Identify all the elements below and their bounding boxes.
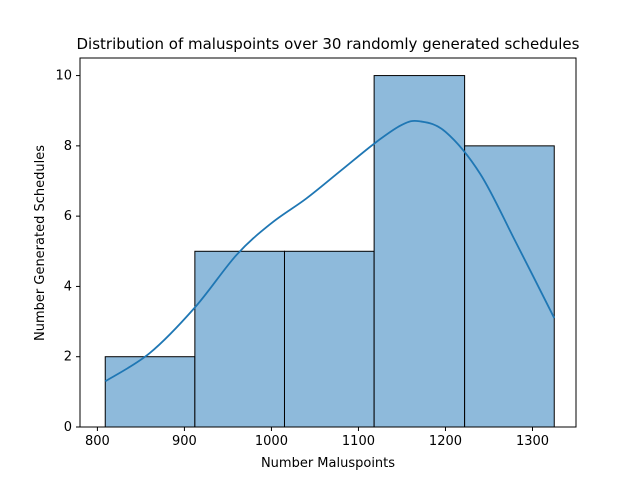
kde-line bbox=[104, 119, 556, 383]
x-tick-label: 1200 bbox=[429, 434, 462, 449]
x-axis-ticks: 800 900 1000 1100 1200 1300 bbox=[85, 427, 549, 449]
y-axis-label: Number Generated Schedules bbox=[33, 145, 48, 341]
x-tick-label: 1300 bbox=[516, 434, 549, 449]
histogram-bar-2 bbox=[194, 250, 285, 428]
histogram-bar-5 bbox=[464, 145, 555, 428]
y-tick-label: 2 bbox=[64, 350, 72, 365]
y-axis-ticks: 0 2 4 6 8 10 bbox=[55, 69, 80, 435]
plot-frame bbox=[79, 57, 577, 428]
y-tick-label: 4 bbox=[64, 279, 72, 294]
histogram-bar-4 bbox=[373, 75, 466, 428]
y-tick-label: 8 bbox=[64, 139, 72, 154]
x-axis-label: Number Maluspoints bbox=[261, 456, 395, 471]
y-tick-label: 10 bbox=[55, 69, 72, 84]
x-tick-label: 900 bbox=[172, 434, 197, 449]
x-tick-label: 1100 bbox=[342, 434, 375, 449]
histogram-bars bbox=[104, 75, 555, 428]
x-tick-label: 1000 bbox=[255, 434, 288, 449]
histogram-bar-3 bbox=[283, 250, 375, 428]
y-tick-label: 0 bbox=[64, 420, 72, 435]
histogram-bar-1 bbox=[104, 356, 196, 428]
x-tick-label: 800 bbox=[85, 434, 110, 449]
chart-title: Distribution of maluspoints over 30 rand… bbox=[77, 35, 580, 53]
y-tick-label: 6 bbox=[64, 209, 72, 224]
